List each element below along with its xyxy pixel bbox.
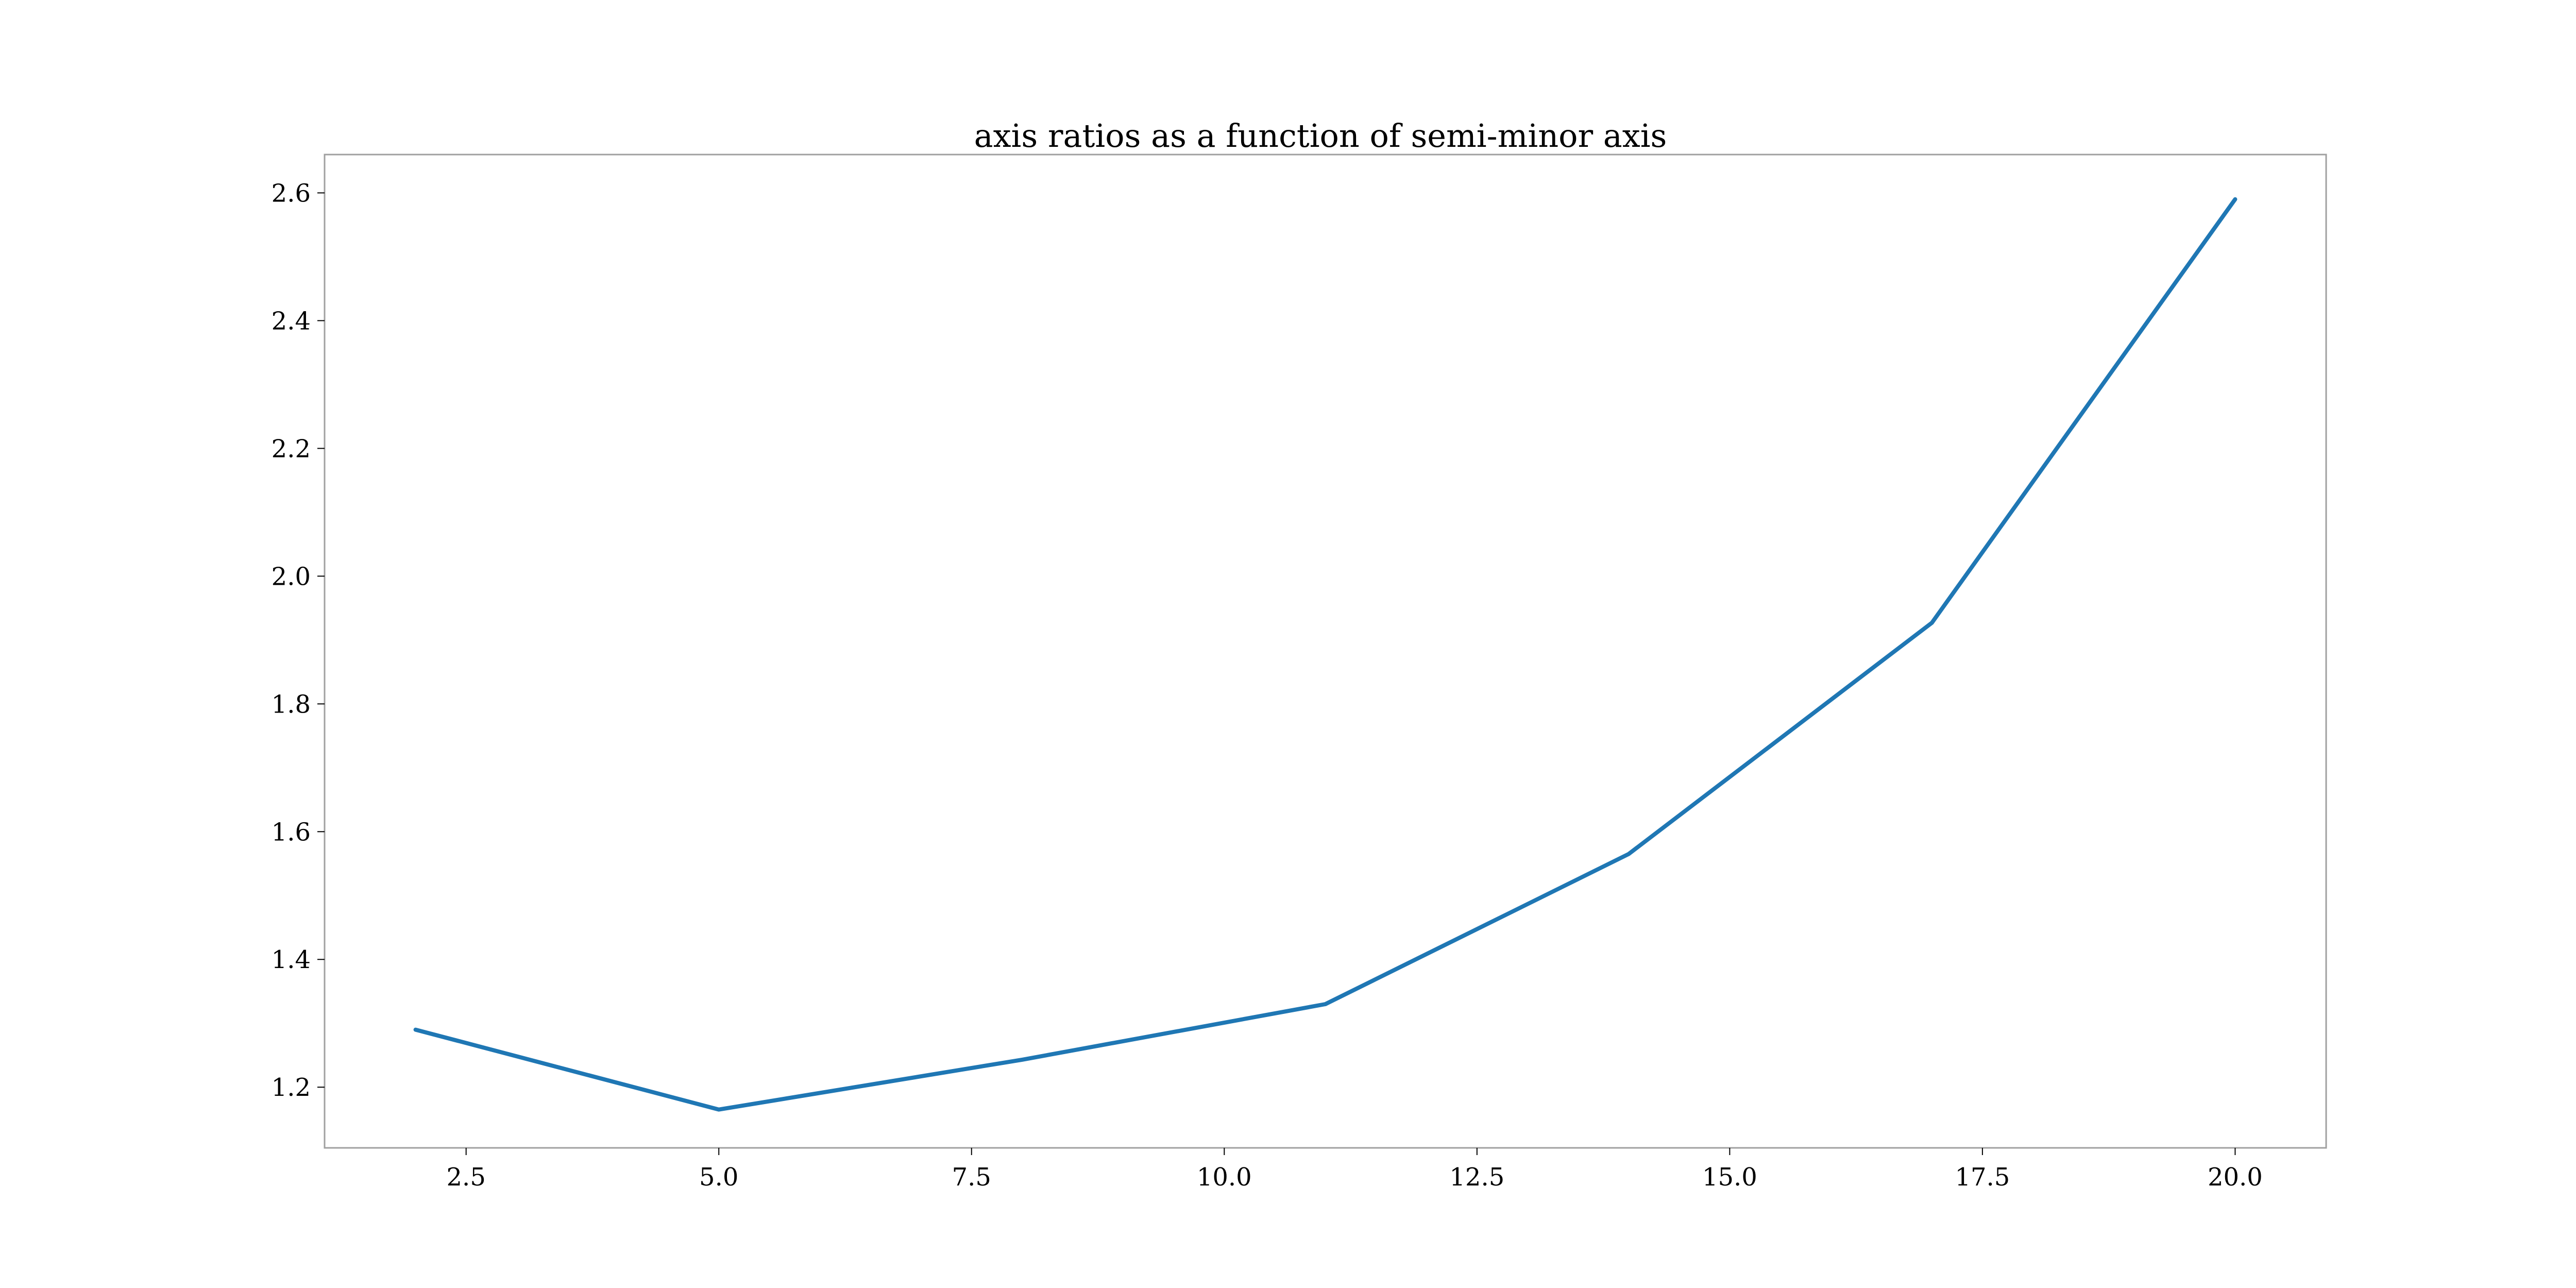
y-tick-label: 2.6: [272, 179, 311, 208]
x-tick-label: 5.0: [699, 1163, 738, 1192]
y-tick-label: 1.6: [272, 818, 311, 846]
plot-area-frame: [324, 154, 2327, 1149]
x-tick-label: 17.5: [1955, 1163, 2010, 1192]
chart-title: axis ratios as a function of semi-minor …: [974, 117, 1667, 155]
x-tick-label: 7.5: [952, 1163, 991, 1192]
x-tick-label: 2.5: [447, 1163, 486, 1192]
x-tick-label: 10.0: [1197, 1163, 1252, 1192]
y-axis: 1.2 1.4 1.6 1.8 2.0 2.2 2.4 2.6: [272, 179, 325, 1102]
y-tick-label: 2.4: [272, 307, 311, 335]
x-tick-label: 15.0: [1702, 1163, 1757, 1192]
y-tick-label: 2.0: [272, 562, 311, 591]
series-line: [413, 197, 2238, 1112]
x-axis: 2.5 5.0 7.5 10.0 12.5 15.0 17.5 20.0: [447, 1148, 2263, 1192]
y-tick-label: 1.8: [272, 690, 311, 719]
series-group: [413, 197, 2238, 1112]
y-tick-label: 1.4: [272, 945, 311, 974]
x-tick-label: 20.0: [2208, 1163, 2263, 1192]
x-tick-label: 12.5: [1449, 1163, 1504, 1192]
y-tick-label: 2.2: [272, 434, 311, 463]
y-tick-label: 1.2: [272, 1073, 311, 1102]
